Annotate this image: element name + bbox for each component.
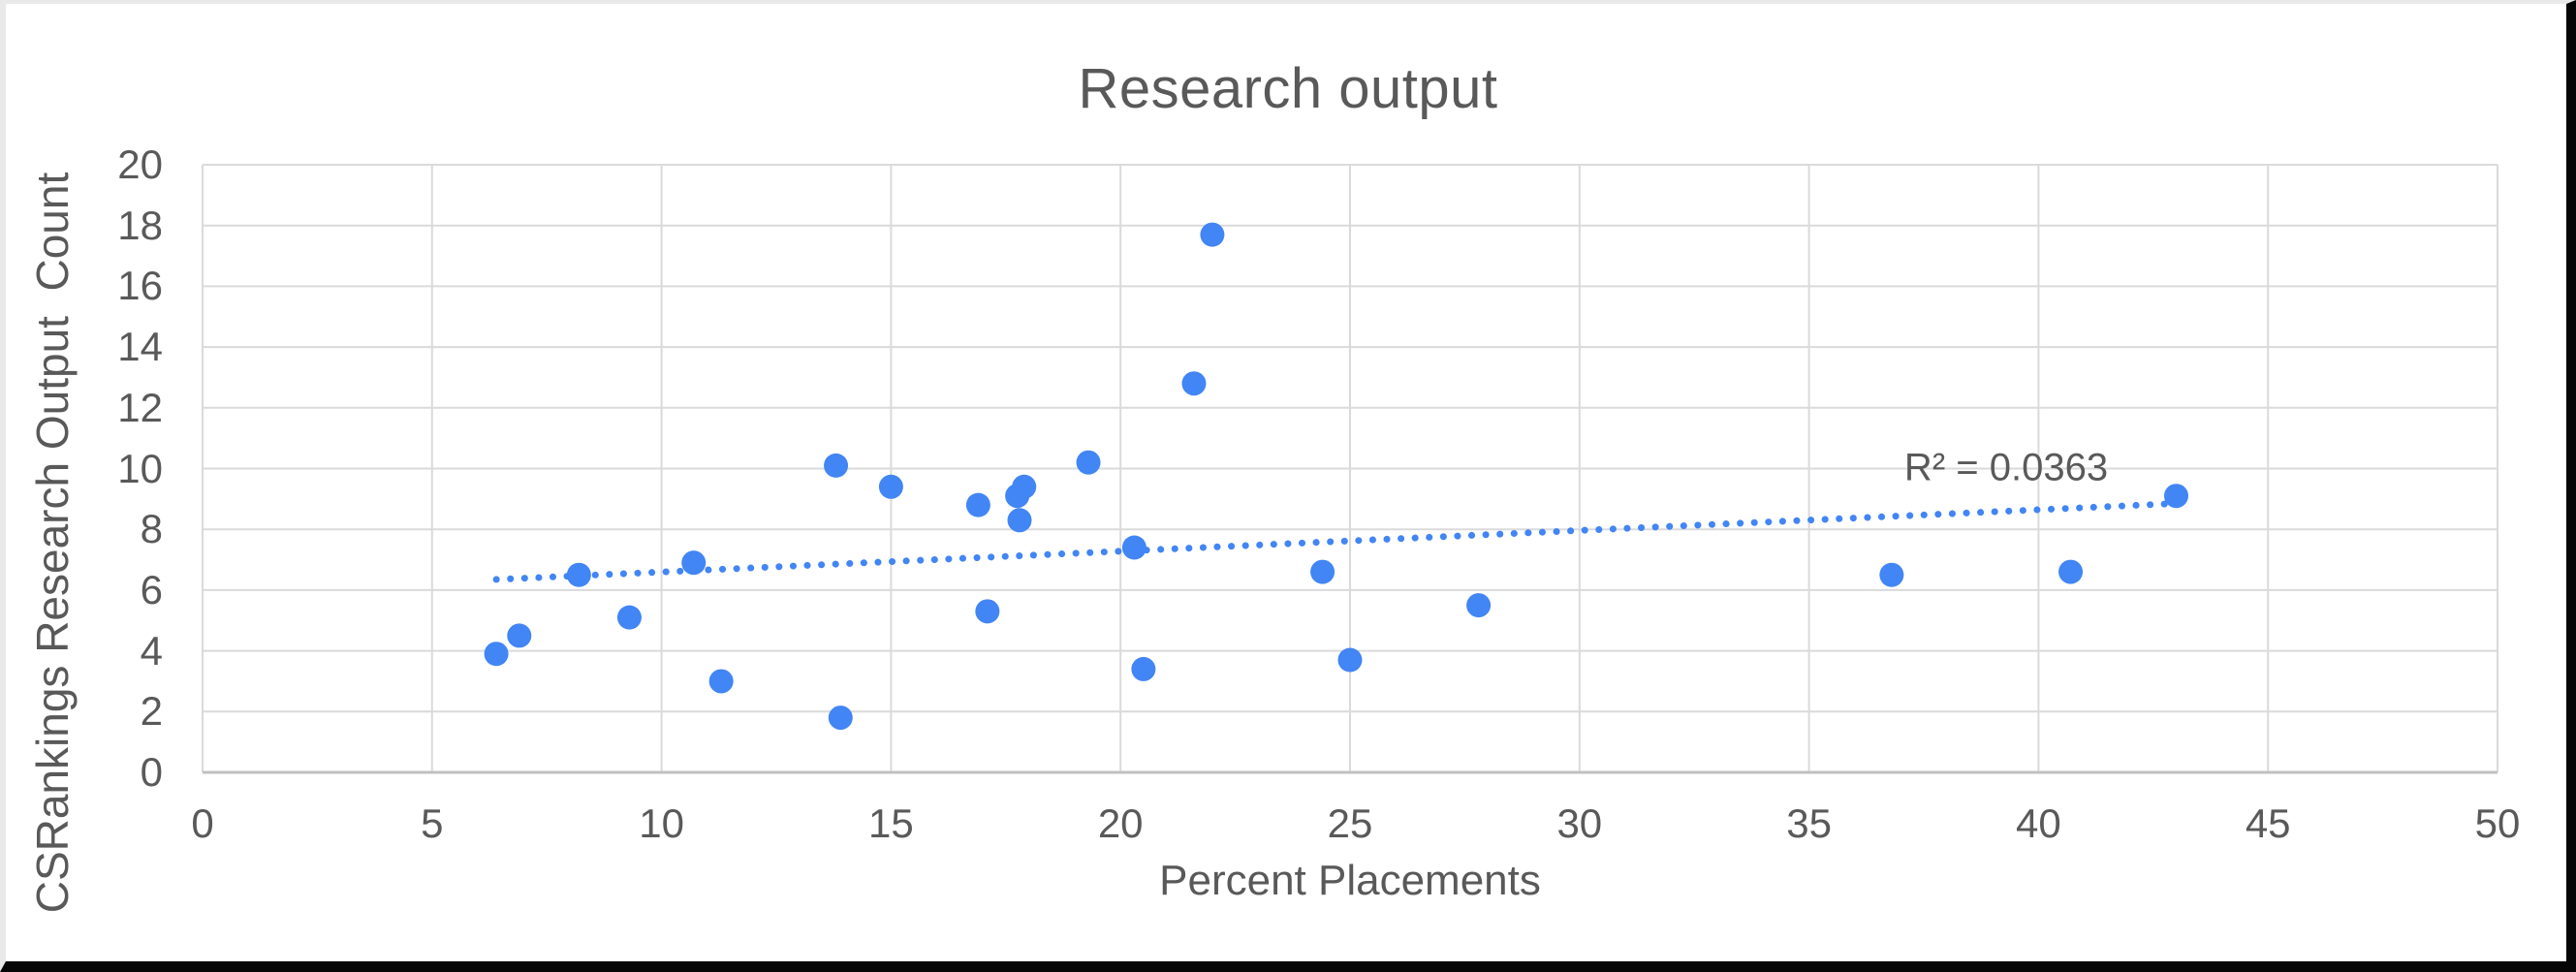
- data-point: [1466, 593, 1492, 618]
- data-point: [566, 562, 591, 587]
- y-tick-label: 18: [117, 202, 163, 248]
- data-point: [681, 550, 707, 576]
- y-axis-title: CSRankings Research Output Count: [27, 172, 78, 914]
- x-axis-title: Percent Placements: [1159, 857, 1541, 904]
- data-point: [828, 705, 853, 731]
- x-tick-label: 40: [2016, 800, 2061, 846]
- x-tick-label: 20: [1097, 800, 1144, 846]
- chart-title: Research output: [1078, 57, 1498, 120]
- r-squared-annotation: R² = 0.0363: [1903, 446, 2109, 489]
- y-tick-label: 20: [117, 141, 163, 187]
- data-point: [1012, 474, 1037, 499]
- data-point: [2058, 559, 2084, 584]
- x-tick-label: 10: [639, 800, 684, 846]
- data-point: [1121, 535, 1147, 560]
- data-point: [484, 642, 509, 667]
- data-point: [1337, 647, 1363, 673]
- x-tick-label: 0: [191, 800, 214, 846]
- y-tick-label: 0: [140, 749, 163, 795]
- y-tick-label: 10: [117, 445, 163, 491]
- data-point: [1181, 371, 1207, 396]
- x-tick-label: 15: [868, 800, 914, 846]
- data-point: [507, 623, 532, 648]
- y-tick-label: 2: [140, 688, 163, 735]
- x-tick-label: 30: [1556, 800, 1603, 846]
- x-tick-label: 5: [421, 800, 444, 846]
- y-tick-label: 14: [117, 324, 163, 370]
- data-point: [1200, 222, 1225, 247]
- data-point: [616, 605, 642, 630]
- x-tick-label: 25: [1327, 800, 1373, 846]
- data-point: [1879, 562, 1904, 587]
- y-tick-label: 4: [140, 627, 163, 674]
- y-tick-label: 6: [140, 566, 163, 612]
- y-tick-label: 8: [140, 506, 163, 552]
- x-tick-label: 45: [2245, 800, 2291, 846]
- y-tick-label: 12: [117, 384, 163, 430]
- data-point: [824, 453, 849, 478]
- data-point: [708, 669, 734, 694]
- data-point: [965, 492, 990, 517]
- trendline: [492, 500, 2180, 583]
- data-point: [2163, 484, 2188, 509]
- data-point: [878, 474, 903, 499]
- data-point: [1131, 656, 1156, 681]
- data-point: [1007, 508, 1032, 533]
- y-tick-label: 16: [117, 263, 163, 309]
- data-point: [975, 599, 1000, 624]
- data-point: [1310, 559, 1335, 584]
- data-point: [1076, 450, 1101, 475]
- x-tick-label: 35: [1786, 800, 1832, 846]
- x-tick-label: 50: [2474, 800, 2521, 846]
